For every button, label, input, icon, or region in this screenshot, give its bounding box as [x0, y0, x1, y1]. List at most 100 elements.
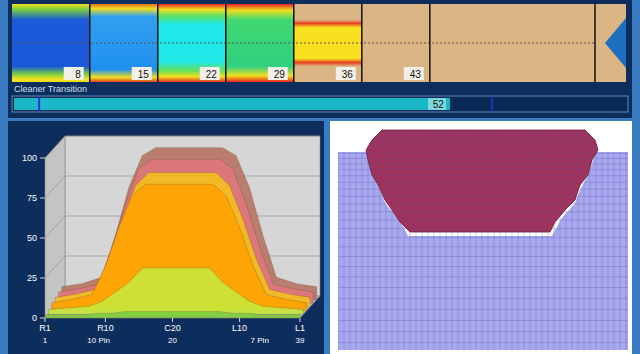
- mesh-line: [336, 309, 630, 310]
- mesh-line: [620, 128, 621, 352]
- mesh-line: [602, 128, 603, 352]
- pin-deck: [605, 18, 626, 68]
- x-tick-label: L10: [232, 323, 247, 333]
- distance-marker: [89, 4, 91, 82]
- cleaner-label-box: [428, 98, 446, 110]
- mesh-panel: [330, 121, 632, 354]
- y-tick: [40, 158, 45, 159]
- mesh-line: [530, 128, 531, 352]
- distance-marker: [429, 4, 431, 82]
- mesh-top-outline: [366, 130, 598, 232]
- area-layer: [48, 268, 303, 314]
- mesh-line: [512, 128, 513, 352]
- mesh-line: [398, 128, 399, 352]
- mesh-line: [336, 148, 630, 149]
- grid-line-side: [45, 176, 65, 198]
- mesh-line: [476, 128, 477, 352]
- mesh-line: [404, 128, 405, 352]
- distance-label-box: [64, 67, 84, 80]
- mesh-line: [336, 298, 630, 299]
- y-tick-label: 100: [22, 153, 37, 163]
- mesh-line: [524, 128, 525, 352]
- center-line: [12, 43, 595, 44]
- x-tick-label: L1: [295, 323, 305, 333]
- mesh-line: [338, 128, 339, 352]
- lane-segment: [158, 4, 226, 82]
- cleaner-title: Cleaner Transition: [14, 84, 87, 94]
- mesh-line: [380, 128, 381, 352]
- mesh-line: [590, 128, 591, 352]
- grid-line-side: [45, 136, 65, 158]
- mesh-line: [554, 128, 555, 352]
- x-tick: [239, 318, 240, 322]
- x-tick-label: R10: [97, 323, 114, 333]
- mesh-line: [578, 128, 579, 352]
- mesh-line: [608, 128, 609, 352]
- cleaner-label: 52: [433, 99, 445, 110]
- distance-label: 29: [274, 69, 286, 80]
- board-annotation: 20: [168, 336, 177, 345]
- y-tick: [40, 238, 45, 239]
- x-tick: [300, 318, 301, 322]
- plot-area: [45, 148, 317, 318]
- board-annotation: 10 Pin: [87, 336, 110, 345]
- top-panel: [8, 0, 632, 118]
- mesh-line: [542, 128, 543, 352]
- mesh-line: [336, 175, 630, 176]
- distance-label: 36: [342, 69, 354, 80]
- grid-line-side: [45, 216, 65, 238]
- y-tick: [40, 318, 45, 319]
- distance-label: 8: [75, 69, 81, 80]
- y-tick-label: 25: [27, 273, 37, 283]
- cleaner-bar: [14, 98, 450, 110]
- mesh-line: [336, 169, 630, 170]
- y-tick-label: 50: [27, 233, 37, 243]
- mesh-line: [494, 128, 495, 352]
- mesh-line: [362, 128, 363, 352]
- screen: 8 15 22 29 36 43 Cleaner Transition 52 0 25 50 75 10…: [0, 0, 640, 354]
- mesh-line: [336, 342, 630, 343]
- mesh-line: [536, 128, 537, 352]
- board-annotation: 39: [296, 336, 305, 345]
- grid-line: [65, 136, 320, 137]
- mesh-line: [572, 128, 573, 352]
- mesh-line: [356, 128, 357, 352]
- mesh-line: [392, 128, 393, 352]
- mesh-line: [440, 128, 441, 352]
- mesh-line: [336, 196, 630, 197]
- lane: [12, 4, 626, 82]
- y-tick-label: 0: [32, 313, 37, 323]
- grid-line-side: [45, 256, 65, 278]
- area-layer: [45, 312, 300, 318]
- mesh-line: [434, 128, 435, 352]
- mesh-line: [336, 182, 630, 183]
- mesh-line: [614, 128, 615, 352]
- distance-label: 15: [138, 69, 150, 80]
- foul-end-line: [594, 4, 596, 82]
- y-tick: [40, 198, 45, 199]
- y-tick-label: 75: [27, 193, 37, 203]
- mesh-line: [422, 128, 423, 352]
- chart-panel: [8, 121, 324, 354]
- mesh-line: [470, 128, 471, 352]
- distance-label: 22: [206, 69, 218, 80]
- cleaner-track: [12, 96, 628, 112]
- mesh-line: [336, 220, 630, 221]
- distance-label: 43: [410, 69, 422, 80]
- mesh-line: [452, 128, 453, 352]
- distance-marker: [293, 4, 295, 82]
- mesh-line: [458, 128, 459, 352]
- mesh-line: [336, 158, 630, 159]
- distance-label-box: [200, 67, 220, 80]
- x-tick: [45, 318, 46, 322]
- mesh-line: [500, 128, 501, 352]
- mesh-line: [548, 128, 549, 352]
- lane-segment: [294, 4, 362, 82]
- mesh-line: [336, 211, 630, 212]
- mesh-line: [336, 133, 630, 134]
- mesh-line: [336, 287, 630, 288]
- lane-segment: [12, 4, 90, 82]
- lane-segment: [226, 4, 294, 82]
- cleaner-marker: [38, 97, 40, 111]
- mesh-line: [336, 136, 630, 137]
